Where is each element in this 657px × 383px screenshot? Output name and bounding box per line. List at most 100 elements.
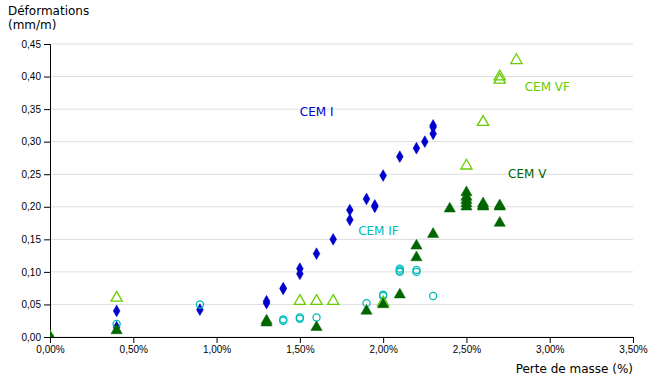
point bbox=[444, 202, 455, 212]
x-tick-mark bbox=[133, 337, 134, 343]
y-tick-mark bbox=[44, 304, 50, 305]
y-tick-mark bbox=[44, 44, 50, 45]
annotation: CEM V bbox=[508, 167, 547, 181]
x-tick-label: 0,00% bbox=[36, 344, 64, 355]
point bbox=[413, 142, 420, 154]
y-tick: 0,00 bbox=[22, 332, 50, 343]
y-tick-mark bbox=[44, 142, 50, 143]
point bbox=[294, 295, 305, 305]
point bbox=[311, 321, 322, 331]
series bbox=[50, 186, 505, 337]
y-tick-label: 0,40 bbox=[22, 71, 42, 82]
grid-line bbox=[50, 304, 633, 305]
point bbox=[113, 305, 120, 317]
point bbox=[280, 283, 287, 295]
grid-line bbox=[50, 206, 633, 207]
point bbox=[280, 282, 287, 294]
y-tick: 0,40 bbox=[22, 71, 50, 82]
point bbox=[421, 136, 428, 148]
point bbox=[494, 217, 505, 227]
annotation: CEM IF bbox=[358, 224, 399, 238]
point bbox=[361, 304, 372, 314]
point bbox=[263, 297, 270, 309]
x-tick-mark bbox=[466, 337, 467, 343]
annotation: CEM I bbox=[300, 105, 334, 119]
point bbox=[380, 170, 387, 182]
point bbox=[413, 266, 420, 273]
point bbox=[494, 73, 505, 83]
point bbox=[261, 314, 272, 324]
annotation: CEM VF bbox=[525, 80, 570, 94]
grid-line bbox=[50, 109, 633, 110]
y-tick: 0,20 bbox=[22, 201, 50, 212]
series bbox=[50, 265, 437, 337]
x-tick-label: 3,00% bbox=[536, 344, 564, 355]
y-tick-mark bbox=[44, 174, 50, 175]
x-axis-line bbox=[51, 338, 634, 344]
chart: 0,00% 0,50% 1,00% 1,50% 2,00% 2,50% 3,00% 3,50%… bbox=[0, 0, 657, 383]
point bbox=[371, 200, 378, 212]
x-tick: 2,00% bbox=[369, 337, 397, 355]
y-tick: 0,05 bbox=[22, 299, 50, 310]
point bbox=[411, 239, 422, 249]
y-tick-label: 0,30 bbox=[22, 136, 42, 147]
plot-area: 0,00% 0,50% 1,00% 1,50% 2,00% 2,50% 3,00% 3,50%… bbox=[22, 39, 648, 355]
y-axis-line bbox=[44, 45, 51, 338]
x-tick: 3,00% bbox=[536, 337, 564, 355]
y-tick: 0,25 bbox=[22, 169, 50, 180]
point bbox=[196, 301, 203, 308]
point bbox=[430, 292, 437, 299]
x-tick: 3,50% bbox=[619, 337, 647, 355]
y-tick: 0,10 bbox=[22, 267, 50, 278]
y-tick-mark bbox=[44, 77, 50, 78]
y-tick-label: 0,20 bbox=[22, 201, 42, 212]
x-tick-mark bbox=[550, 337, 551, 343]
x-tick-label: 2,50% bbox=[453, 344, 481, 355]
y-tick-mark bbox=[44, 239, 50, 240]
y-tick-label: 0,35 bbox=[22, 104, 42, 115]
y-tick: 0,15 bbox=[22, 234, 50, 245]
point bbox=[313, 314, 320, 321]
point bbox=[394, 288, 405, 298]
point bbox=[50, 330, 56, 337]
y-tick-mark bbox=[44, 109, 50, 110]
y-tick-mark bbox=[44, 207, 50, 208]
x-tick: 1,50% bbox=[286, 337, 314, 355]
annotations: CEM I CEM IF CEM VF CEM V bbox=[300, 80, 570, 238]
x-tick-mark bbox=[633, 337, 634, 343]
x-tick-label: 2,00% bbox=[369, 344, 397, 355]
x-tick-label: 0,50% bbox=[120, 344, 148, 355]
point bbox=[296, 314, 303, 321]
x-axis: 0,00% 0,50% 1,00% 1,50% 2,00% 2,50% 3,00% 3,50% bbox=[36, 337, 647, 355]
x-tick: 0,50% bbox=[120, 337, 148, 355]
y-axis: 0,00 0,05 0,10 0,15 0,20 0,25 0,30 0,35 0,40 0,45 bbox=[22, 39, 51, 343]
point bbox=[396, 265, 403, 272]
grid-line bbox=[50, 141, 633, 142]
point bbox=[396, 151, 403, 163]
y-axis-title: (mm/m) bbox=[8, 18, 56, 32]
grid bbox=[50, 44, 633, 337]
x-tick: 1,00% bbox=[203, 337, 231, 355]
point bbox=[296, 263, 303, 275]
x-axis-title: Perte de masse (%) bbox=[516, 362, 633, 376]
grid-line bbox=[50, 271, 633, 272]
x-tick-label: 1,50% bbox=[286, 344, 314, 355]
point bbox=[328, 295, 339, 305]
point bbox=[111, 291, 122, 301]
x-tick-label: 3,50% bbox=[619, 344, 647, 355]
point bbox=[477, 116, 488, 126]
y-tick-mark bbox=[44, 272, 50, 273]
point bbox=[378, 298, 389, 308]
x-tick-label: 1,00% bbox=[203, 344, 231, 355]
y-tick-label: 0,05 bbox=[22, 299, 42, 310]
grid-line bbox=[50, 239, 633, 240]
y-tick-label: 0,45 bbox=[22, 39, 42, 50]
y-tick: 0,30 bbox=[22, 136, 50, 147]
grid-line bbox=[50, 76, 633, 77]
point bbox=[477, 197, 488, 207]
y-axis-title: Déformations bbox=[8, 4, 89, 18]
x-tick-mark bbox=[383, 337, 384, 343]
point bbox=[494, 70, 505, 80]
point bbox=[494, 199, 505, 209]
series bbox=[113, 120, 436, 334]
